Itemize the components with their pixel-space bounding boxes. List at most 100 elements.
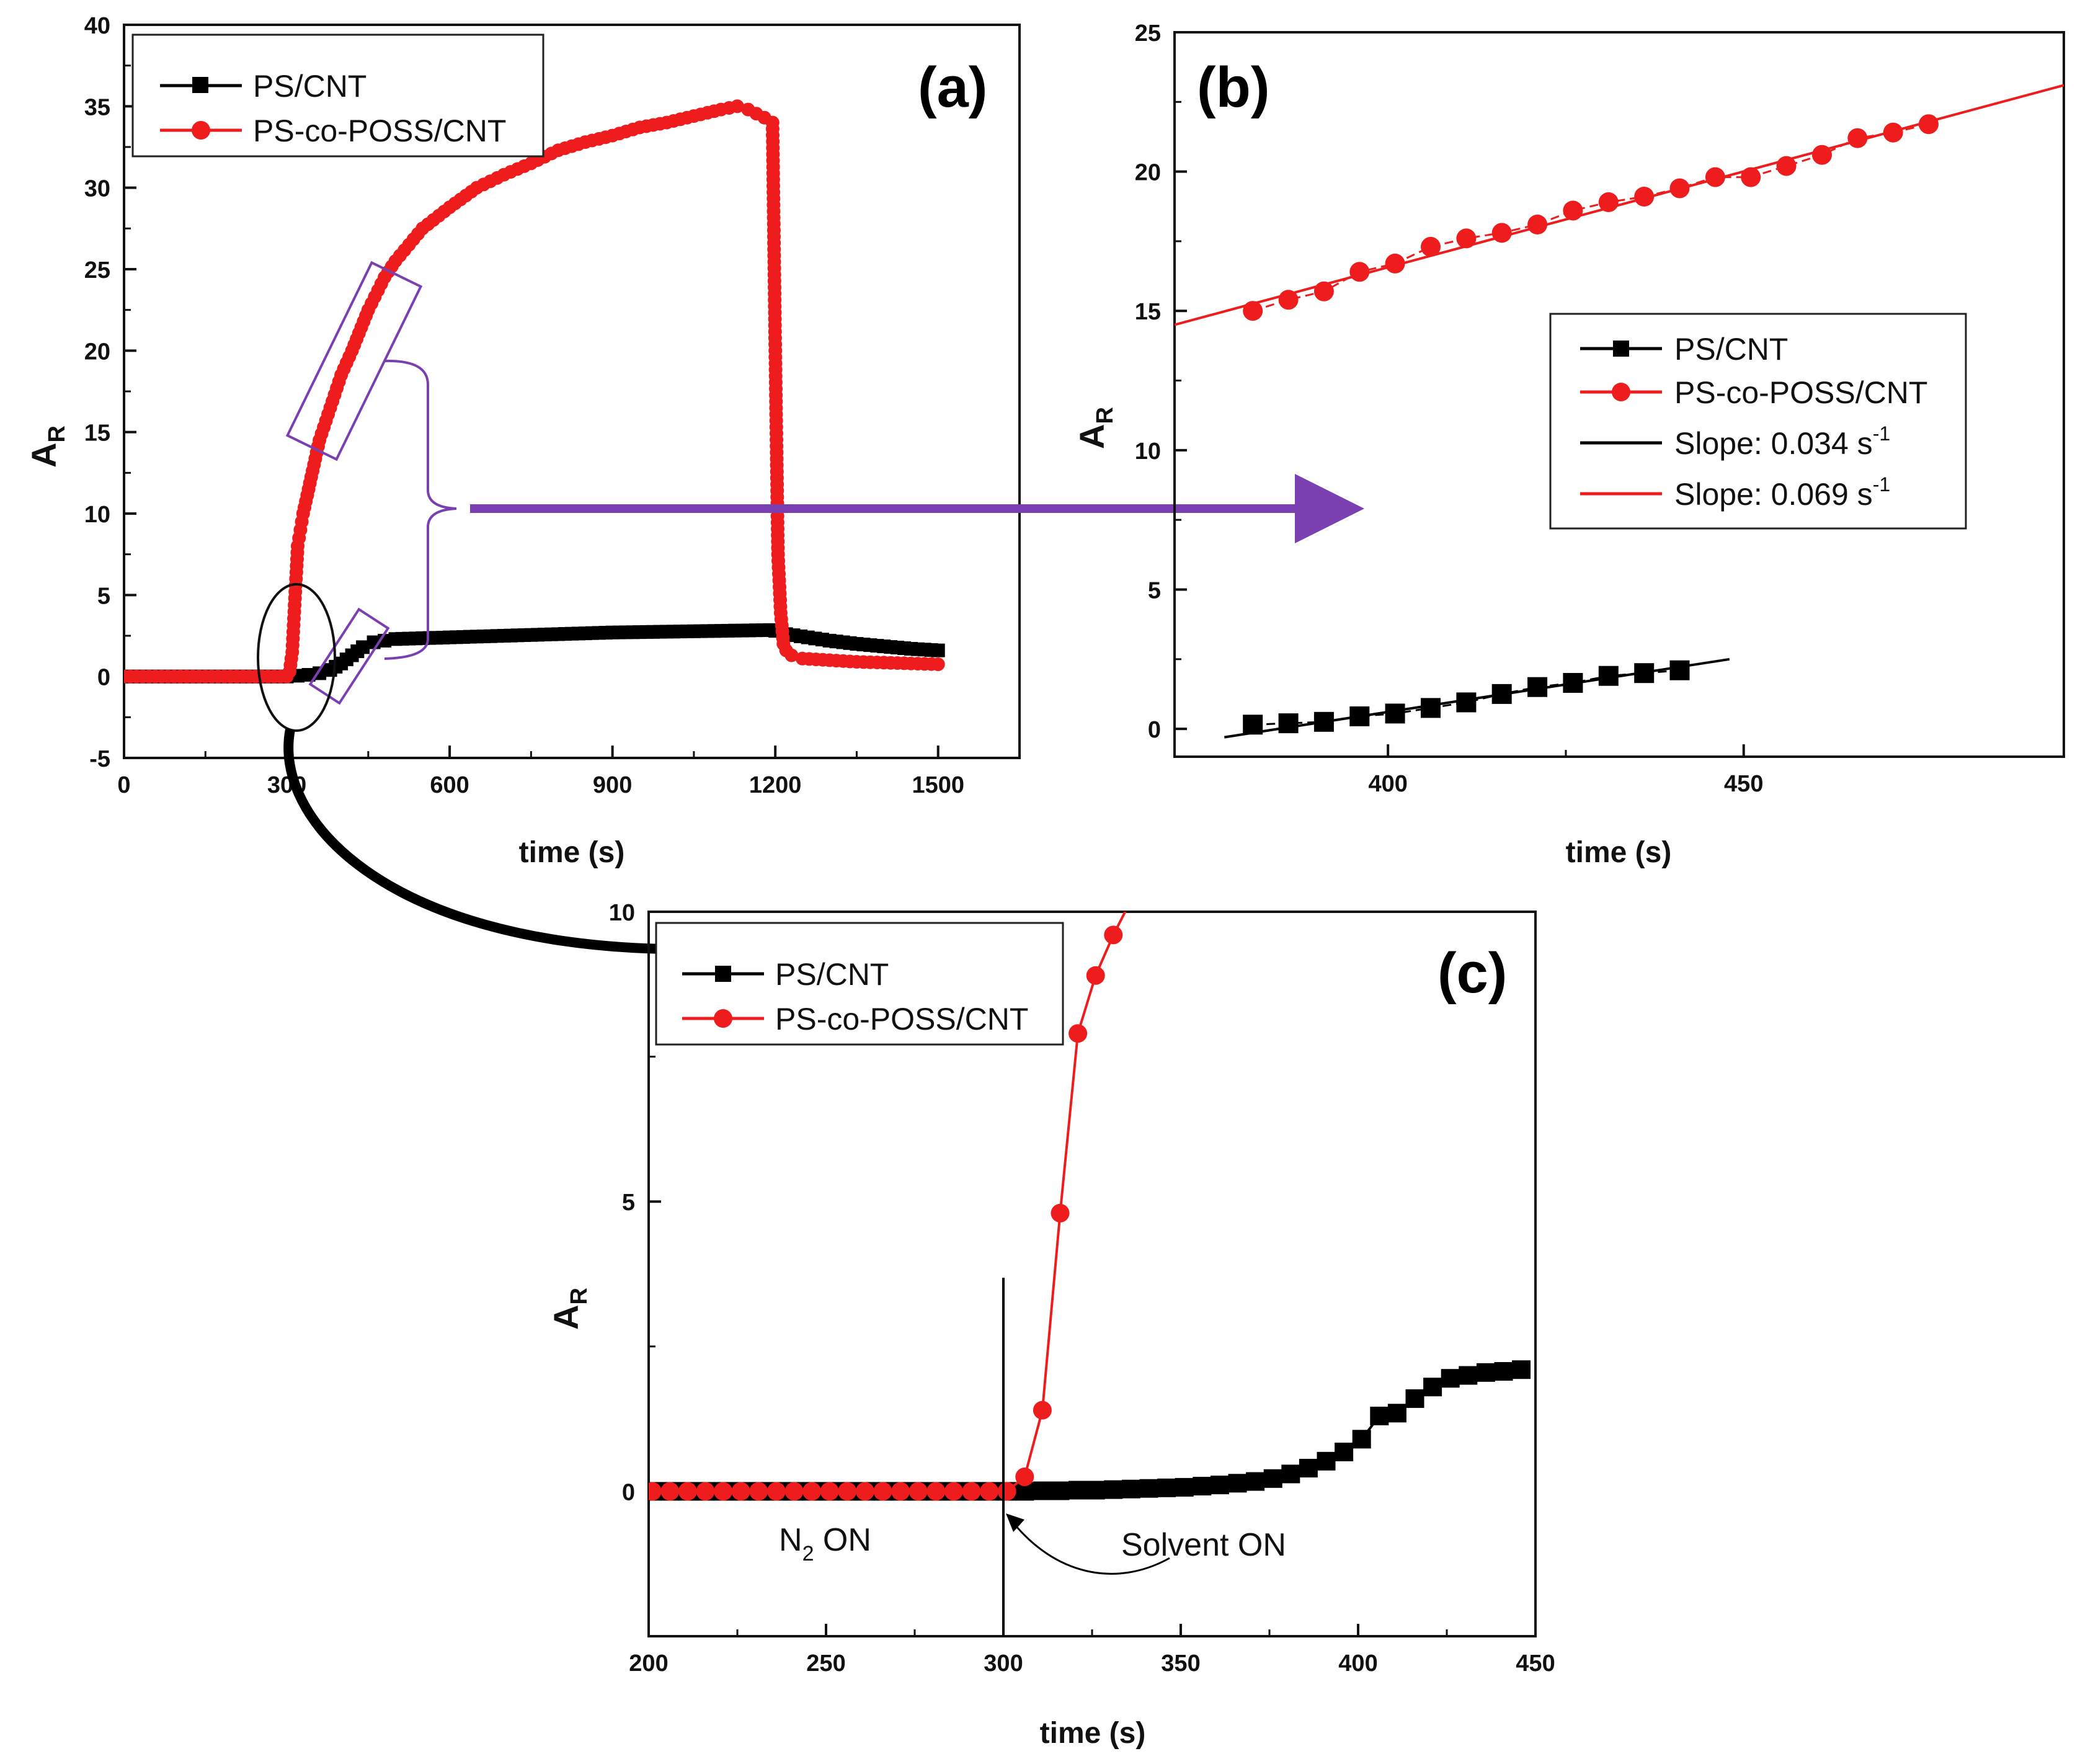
solvent-on-pointer	[1010, 1519, 1170, 1575]
panel-a-series-0-point-118	[931, 643, 945, 657]
panel-a-xtick-label-2: 600	[430, 772, 469, 798]
panel-b-series-1-point-18	[1883, 122, 1903, 143]
panel-b-legend-label-0: PS/CNT	[1674, 332, 1788, 367]
panel-c-series-0-point-34	[1246, 1472, 1265, 1491]
panel-b-slope-red-text: Slope: 0.069 s	[1674, 477, 1873, 512]
panel-a-ytick-label-1: 0	[97, 665, 110, 691]
panel-b-y-axis-sub: R	[1092, 407, 1118, 424]
panel-a-y-axis-title: AR	[24, 425, 70, 468]
panel-c-y-axis-title: AR	[546, 1288, 592, 1330]
panel-a-legend: PS/CNT PS-co-POSS/CNT	[131, 33, 544, 158]
panel-c-y-axis-sub: R	[566, 1288, 592, 1304]
panel-b-chart: 400 450 0 5 10 15 20 25 (b) time (s) AR PS/CNT …	[1072, 20, 2065, 869]
panel-c-series-1-point-8	[784, 1482, 804, 1501]
panel-c-series-0-point-38	[1317, 1451, 1336, 1471]
panel-a-ytick-label-9: 40	[84, 13, 110, 39]
panel-b-slope-black-text: Slope: 0.034 s	[1674, 426, 1873, 461]
panel-b-series	[1175, 84, 2064, 739]
panel-b-ytick-label-4: 20	[1135, 160, 1161, 186]
panel-c-series-0-point-43	[1405, 1389, 1424, 1408]
panel-c-series-0-line	[652, 1368, 1522, 1493]
panel-c-series-0-point-44	[1423, 1378, 1442, 1397]
panel-c-series-0-point-46	[1459, 1366, 1478, 1385]
panel-c-series-1-point-5	[731, 1482, 750, 1501]
panel-c-series-0-point-39	[1335, 1442, 1354, 1461]
panel-c-series-0-point-36	[1281, 1464, 1300, 1484]
panel-c-series-0-point-49	[1512, 1360, 1531, 1379]
panel-b-legend-label-2: Slope: 0.034 s-1	[1674, 422, 1890, 461]
panel-c-series-1-point-16	[926, 1482, 946, 1501]
panel-b-legend-label-1: PS-co-POSS/CNT	[1674, 375, 1927, 410]
panel-c-legend-label-1: PS-co-POSS/CNT	[775, 1002, 1028, 1036]
panel-a-ytick-label-7: 30	[84, 176, 110, 202]
panel-c-series-1-point-18	[962, 1482, 981, 1501]
panel-a-series	[124, 99, 945, 684]
panel-b-ytick-label-2: 10	[1135, 439, 1161, 465]
panel-c-series-1-point-25	[1086, 966, 1105, 985]
panel-a-ytick-label-5: 20	[84, 339, 110, 365]
panel-a-ytick-label-8: 35	[84, 94, 110, 120]
panel-c-series-1-point-20	[997, 1482, 1016, 1501]
panel-c-series-1-point-9	[802, 1482, 822, 1501]
panel-a-legend-marker-0	[192, 77, 208, 93]
panel-c-series-1-point-21	[1015, 1468, 1034, 1486]
panel-b-series-0-point-4	[1385, 703, 1405, 724]
panel-b-series-0-point-1	[1278, 713, 1299, 734]
panel-c-y-axis-main: A	[546, 1305, 585, 1330]
panel-b-plot-frame	[1173, 31, 2065, 758]
panel-c-chart: 200 250 300 350 400 450 0 5 10 (c) time (s) AR N…	[546, 900, 1555, 1750]
panel-c-series-1-point-26	[1104, 925, 1123, 945]
panel-c-series-0-point-29	[1157, 1478, 1176, 1497]
panel-c-label: (c)	[1437, 942, 1507, 1005]
panel-c-series-1-point-23	[1051, 1203, 1070, 1223]
panel-b-series-3-line	[1175, 84, 2064, 326]
panel-c-series-0-point-45	[1441, 1369, 1460, 1388]
panel-b-y-axis-title: AR	[1072, 407, 1118, 449]
panel-b-xtick-label-1: 450	[1724, 771, 1763, 797]
panel-a-xtick-label-5: 1500	[912, 772, 964, 798]
panel-c-series-1-point-11	[838, 1482, 857, 1501]
n2-on-annotation: N2 ON	[779, 1522, 871, 1566]
panel-a-ytick-label-2: 5	[97, 583, 110, 609]
panel-c-series-0-point-32	[1210, 1476, 1229, 1495]
panel-c-series-0-point-31	[1193, 1477, 1212, 1495]
zoom-ellipse	[257, 583, 336, 732]
panel-c-series-0-point-47	[1476, 1363, 1495, 1382]
panel-c-series-1-point-1	[660, 1482, 680, 1501]
panel-b-y-axis-main: A	[1072, 424, 1111, 449]
panel-a-series-1-point-145	[730, 99, 744, 114]
n2-on-annotation-sub: 2	[802, 1542, 814, 1566]
panel-b-legend-label-3: Slope: 0.069 s-1	[1674, 473, 1890, 512]
panel-c-legend-label-0: PS/CNT	[775, 957, 889, 992]
panel-c-series	[649, 912, 1531, 1501]
panel-c-series-0-point-30	[1175, 1477, 1194, 1497]
panel-c-series-0-point-33	[1228, 1474, 1247, 1493]
zoom-bracket	[384, 359, 457, 660]
panel-c-series-0-point-41	[1370, 1406, 1389, 1425]
panel-c-series-0-point-24	[1069, 1481, 1088, 1500]
panel-a-series-0-point-36	[356, 640, 370, 654]
panel-c-series-1-point-4	[714, 1482, 733, 1501]
panel-c-series-1-point-13	[873, 1482, 892, 1501]
panel-a-y-axis-main: A	[24, 443, 63, 468]
panel-b-x-axis-title: time (s)	[1566, 836, 1672, 869]
panel-c-x-axis-title: time (s)	[1040, 1717, 1146, 1750]
panel-a-x-axis-title: time (s)	[519, 836, 625, 869]
panel-b-series-1-point-4	[1385, 253, 1405, 274]
panel-a-ytick-label-6: 25	[84, 257, 110, 283]
panel-a-series-0-point-28	[301, 668, 316, 682]
panel-c-xtick-label-3: 350	[1161, 1650, 1200, 1677]
panel-a-legend-label-0: PS/CNT	[253, 69, 367, 104]
zoom-box-red	[285, 261, 423, 461]
panel-c-series-1-point-14	[891, 1482, 910, 1501]
panel-c-series-0-point-26	[1104, 1480, 1123, 1499]
panel-b-label: (b)	[1197, 56, 1269, 119]
panel-b-series-2-line	[1224, 657, 1730, 739]
panel-a-y-axis-sub: R	[44, 425, 70, 442]
panel-c-xtick-label-4: 400	[1338, 1650, 1377, 1677]
panel-a-series-1-line	[124, 105, 938, 678]
panel-a-ytick-label-4: 15	[84, 421, 110, 447]
panel-b-slope-black-sup: -1	[1873, 422, 1890, 445]
